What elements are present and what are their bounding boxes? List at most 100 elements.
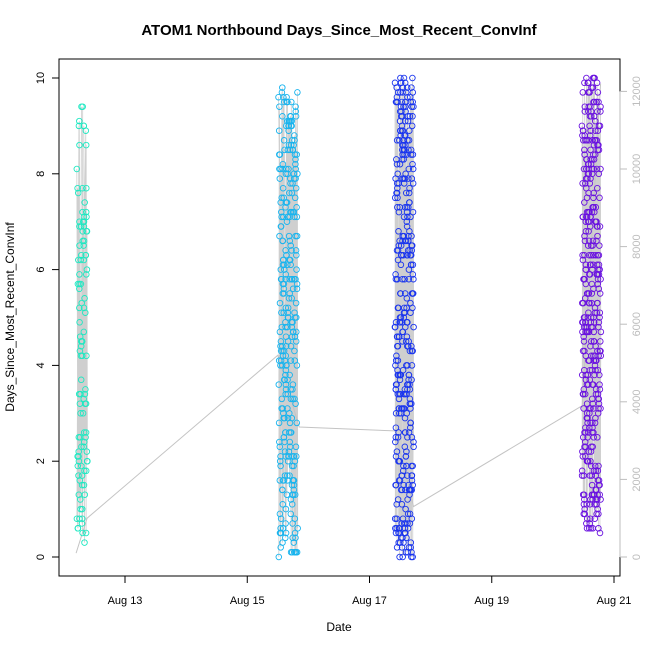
data-point [74, 462, 82, 470]
data-point [409, 98, 416, 106]
data-point [582, 261, 590, 269]
data-point [594, 280, 602, 288]
data-point [81, 295, 88, 302]
data-point [82, 400, 90, 407]
chart-title: ATOM1 Northbound Days_Since_Most_Recent_… [141, 22, 537, 39]
data-point [396, 376, 404, 384]
data-point [277, 338, 285, 345]
data-point [284, 146, 292, 154]
data-point [394, 434, 402, 441]
data-point [286, 146, 294, 154]
data-point [395, 429, 402, 436]
data-point [397, 290, 404, 297]
data-point [277, 223, 285, 230]
data-point [581, 146, 588, 154]
data-point [83, 184, 90, 192]
data-point [392, 438, 399, 446]
data-point [590, 113, 598, 120]
data-point [407, 419, 414, 427]
data-point [288, 98, 295, 106]
data-point [405, 232, 412, 240]
cumulative-count-line [75, 83, 602, 554]
data-point [580, 472, 588, 479]
data-point [291, 137, 298, 144]
data-point [399, 467, 407, 475]
data-point [282, 271, 290, 278]
data-point [395, 395, 403, 403]
data-point [401, 237, 409, 245]
data-point [408, 342, 415, 350]
data-point [405, 189, 413, 197]
data-point [589, 137, 596, 144]
data-point [284, 170, 291, 178]
y2-tick-label: 0 [631, 554, 643, 560]
data-point [596, 223, 604, 230]
data-point [293, 266, 300, 273]
data-point [82, 429, 90, 436]
data-point [396, 137, 403, 144]
data-point [82, 386, 89, 393]
scatter-points [73, 74, 605, 561]
data-point [581, 237, 589, 245]
data-point [282, 352, 290, 360]
y-tick-label: 8 [35, 171, 47, 177]
data-point [588, 338, 595, 345]
data-point [394, 342, 402, 350]
data-point [590, 328, 598, 336]
data-point [288, 122, 295, 130]
data-point [586, 501, 594, 508]
data-point [291, 213, 298, 221]
data-point [399, 89, 406, 96]
data-point [393, 333, 401, 340]
data-point [590, 74, 598, 82]
data-point [591, 362, 599, 369]
y-tick-label: 4 [35, 362, 47, 368]
y-axis-label: Days_Since_Most_Recent_ConvInf [3, 222, 17, 412]
data-point [592, 467, 600, 475]
data-point [596, 314, 603, 321]
data-point [403, 390, 410, 398]
data-point [409, 151, 417, 158]
data-point [79, 184, 86, 192]
y2-tick-label: 10000 [631, 154, 643, 185]
data-point [400, 462, 407, 470]
data-point [590, 151, 597, 158]
data-point [595, 285, 603, 293]
data-point [400, 74, 408, 82]
data-point [290, 481, 298, 489]
data-point [282, 170, 290, 178]
data-point [391, 323, 399, 331]
data-point [407, 544, 415, 551]
data-point [284, 323, 291, 331]
data-point [77, 496, 84, 503]
data-point [292, 400, 299, 407]
data-point [590, 434, 597, 441]
data-point [288, 333, 296, 340]
data-point [579, 180, 586, 187]
data-point [275, 93, 282, 101]
data-point [596, 122, 604, 130]
data-point [596, 529, 604, 537]
data-point [80, 429, 88, 436]
data-point [593, 218, 600, 225]
data-point [293, 548, 301, 556]
data-point [289, 319, 296, 326]
data-point [408, 515, 416, 522]
data-point [594, 299, 601, 307]
data-point [402, 170, 409, 178]
data-point [293, 232, 301, 240]
data-point [579, 132, 586, 139]
data-point [276, 232, 283, 240]
y-axis: 0 2 4 6 8 10 [35, 72, 60, 560]
data-point [285, 453, 293, 460]
data-point [586, 180, 594, 187]
data-point [405, 275, 413, 283]
data-point [286, 237, 294, 245]
data-point [393, 515, 401, 522]
data-point [397, 390, 404, 398]
data-point [275, 127, 283, 134]
data-point [291, 347, 298, 355]
data-point [593, 501, 600, 508]
data-point [402, 520, 409, 527]
data-point [397, 103, 405, 110]
